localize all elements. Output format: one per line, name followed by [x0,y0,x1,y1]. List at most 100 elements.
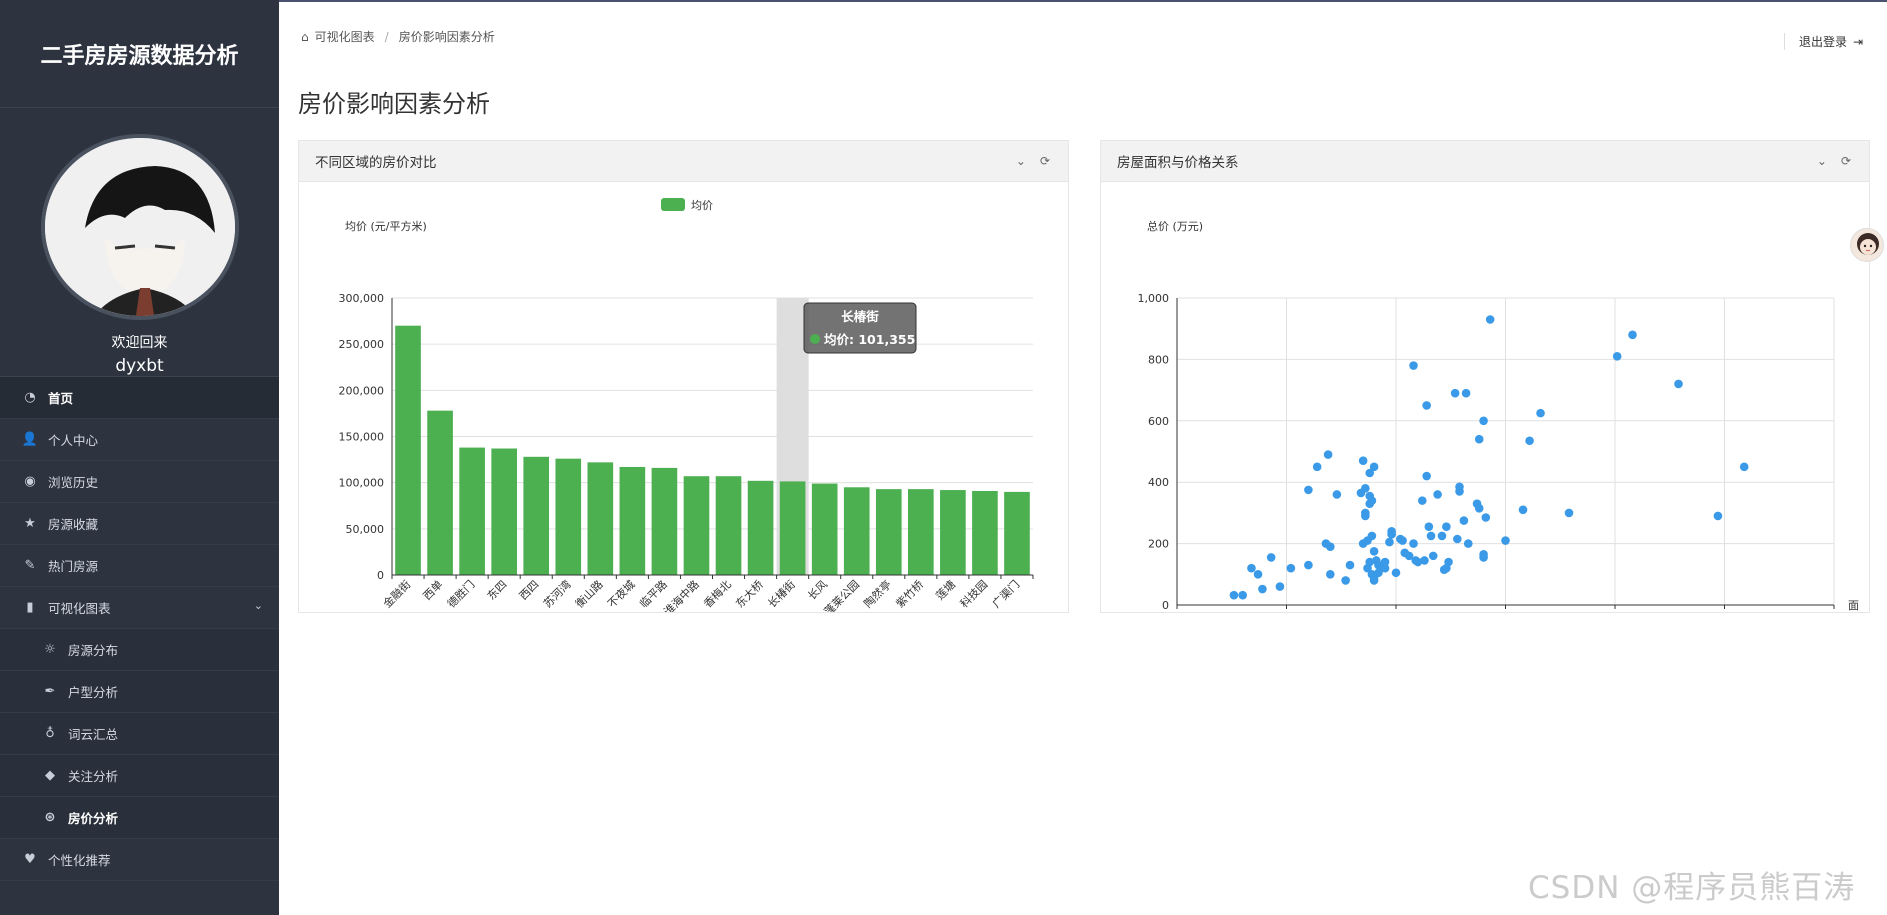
graduation-cap-icon: ◆ [45,768,55,783]
chevron-down-icon[interactable]: ⌄ [1015,154,1026,168]
y-tick-label: 0 [1162,599,1169,612]
dashboard-icon: ◔ [24,390,36,405]
fire-icon: ✎ [24,558,36,573]
y-tick-label: 0 [377,569,384,582]
scatter-point [1332,490,1342,499]
scatter-point [1398,536,1407,545]
scatter-point [1365,468,1375,478]
sidebar-item-price[interactable]: ⊛ 房价分析 [0,797,279,839]
x-tick-label: 不夜城 [604,577,637,610]
scatter-point [1380,557,1390,567]
scatter-point [1422,401,1431,410]
scatter-point [1369,462,1379,472]
x-tick-label: 东四 [485,578,510,603]
y-tick-label: 400 [1148,476,1169,489]
scatter-point [1326,570,1335,579]
scatter-point [1312,462,1322,472]
scatter-point [1628,330,1637,340]
sidebar-item-label: 关注分析 [68,769,119,784]
bar [587,462,614,575]
scatter-chart-panel: 房屋面积与价格关系 ⌄ ⟳ 总价 (万元)02004006008001,0000… [1100,140,1870,625]
x-tick-label: 德胜门 [444,577,477,610]
tooltip-title: 长椿街 [841,309,879,324]
panel-title: 不同区域的房价对比 [315,155,437,171]
scatter-point [1367,531,1377,541]
sidebar-item-recommend[interactable]: ♥ 个性化推荐 [0,839,279,881]
scatter-point [1409,361,1418,370]
bar [908,489,934,575]
scatter-chart: 总价 (万元)02004006008001,000050100150200250… [1138,219,1860,625]
y-tick-label: 800 [1148,353,1169,366]
y-tick-label: 200 [1148,538,1169,551]
sidebar-item-wordcloud[interactable]: ♁ 词云汇总 [0,713,279,755]
logout-button[interactable]: 退出登录 ⇥ [1784,33,1863,50]
ball-icon: ⊛ [44,810,56,825]
scatter-point [1323,450,1333,459]
sidebar-item-attention[interactable]: ◆ 关注分析 [0,755,279,797]
chevron-down-icon: ⌄ [253,599,263,612]
scatter-point [1304,485,1313,495]
scatter-point [1442,522,1451,532]
sidebar-item-label: 个人中心 [48,433,99,448]
bar [1004,491,1030,575]
sidebar-item-home[interactable]: ◔ 首页 [0,377,279,419]
bar [651,467,678,575]
sidebar-item-charts[interactable]: ▮ 可视化图表 ⌄ [0,587,279,629]
y-tick-label: 1,000 [1138,292,1170,305]
panel-tools: ⌄ ⟳ [1016,154,1050,168]
legend: 均价 [661,198,713,212]
scatter-point [1345,560,1355,570]
x-tick-label: 蓬莱公园 [822,578,862,612]
sidebar-item-favorites[interactable]: ★ 房源收藏 [0,503,279,545]
scatter-point [1453,534,1462,544]
x-tick-label: 东大桥 [733,577,766,610]
scatter-point [1387,530,1396,539]
bar [875,489,902,575]
scatter-point [1275,582,1285,591]
user-icon: 👤 [21,432,39,447]
sidebar-item-history[interactable]: ◉ 浏览历史 [0,461,279,503]
breadcrumb-item[interactable]: 可视化图表 [314,30,375,44]
sidebar-item-hot[interactable]: ✎ 热门房源 [0,545,279,587]
scatter-point [1385,537,1394,547]
logout-icon: ⇥ [1853,34,1864,49]
welcome-text: 欢迎回来 [111,335,168,351]
scatter-point [1326,542,1335,551]
sidebar-item-profile[interactable]: 👤 个人中心 [0,419,279,461]
scatter-point [1365,557,1375,567]
bar [491,448,517,575]
heart-icon: ♥ [24,852,36,867]
refresh-icon[interactable]: ⟳ [1840,154,1851,168]
bar [779,481,806,575]
y-axis-label: 总价 (万元) [1147,219,1203,233]
bar [619,466,646,575]
panel-title: 房屋面积与价格关系 [1117,155,1239,171]
scatter-point [1420,556,1429,565]
breadcrumb: ⌂ 可视化图表 / 房价影响因素分析 [301,28,495,45]
x-tick-label: 科技园 [957,577,990,610]
tooltip-box [803,302,917,354]
username: dyxbt [115,356,164,376]
scatter-point [1358,456,1368,466]
home-icon[interactable]: ⌂ [301,29,309,44]
y-tick-label: 600 [1148,415,1169,428]
scatter-point [1341,576,1350,585]
sidebar-item-distribution[interactable]: ☼ 房源分布 [0,629,279,671]
y-tick-label: 300,000 [339,292,385,305]
chevron-down-icon[interactable]: ⌄ [1816,154,1827,168]
scatter-point [1564,508,1574,518]
scatter-point [1426,531,1436,541]
star-icon: ★ [24,516,36,531]
floating-assistant-avatar[interactable] [1850,228,1884,262]
panel-tools: ⌄ ⟳ [1817,154,1851,168]
scatter-point [1455,482,1464,492]
bar [459,447,485,575]
scatter-point [1422,471,1431,481]
bar-chart-icon: ▮ [26,600,34,615]
scatter-point [1444,557,1453,567]
refresh-icon[interactable]: ⟳ [1039,154,1050,168]
sidebar-item-layout[interactable]: ✒ 户型分析 [0,671,279,713]
bar [972,490,998,575]
sidebar-menu: ◔ 首页 👤 个人中心 ◉ 浏览历史 ★ 房源收藏 ✎ 热门房源 ▮ 可视化图表… [0,377,279,881]
feather-icon: ✒ [44,684,56,699]
